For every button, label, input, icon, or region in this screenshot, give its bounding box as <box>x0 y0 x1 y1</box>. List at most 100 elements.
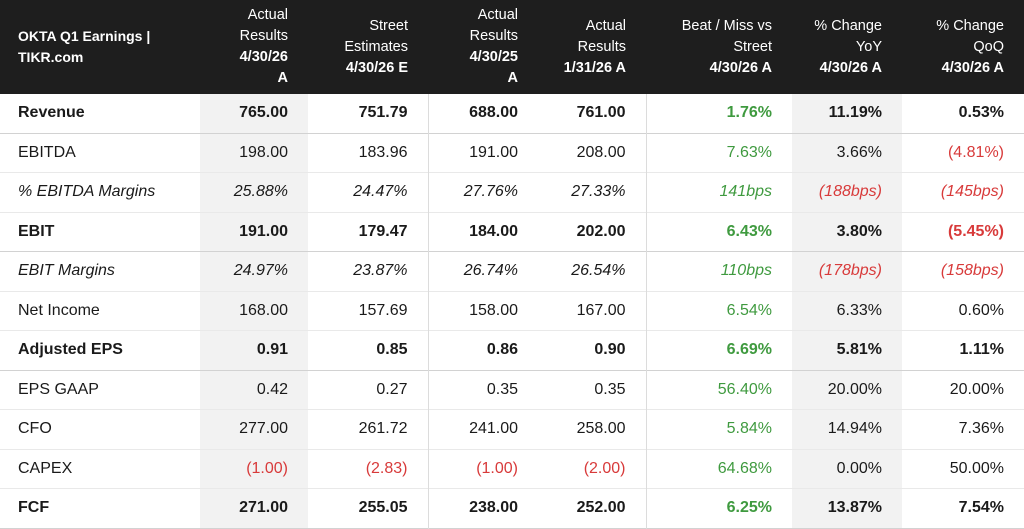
table-row: CAPEX (1.00) (2.83) (1.00) (2.00) 64.68%… <box>0 449 1024 489</box>
cell-value: 0.53% <box>958 104 1004 122</box>
header-row: OKTA Q1 Earnings | TIKR.com Actual Results… <box>0 0 1024 94</box>
cell-value: 252.00 <box>576 499 626 517</box>
cell-value: 3.66% <box>792 133 902 173</box>
cell-value: 751.79 <box>358 104 408 122</box>
cell-value: 20.00% <box>792 370 902 410</box>
col-header-actual-q1-26: Actual Results 4/30/26 A <box>239 7 288 86</box>
cell-value: 6.25% <box>645 488 792 528</box>
cell-value: (188bps) <box>792 172 902 212</box>
row-label: Adjusted EPS <box>18 341 123 359</box>
cell-value: (5.45%) <box>947 222 1004 240</box>
cell-value: 110bps <box>645 251 792 291</box>
table-row: EPS GAAP 0.42 0.27 0.35 0.35 56.40% 20.0… <box>0 370 1024 410</box>
cell-value: 7.63% <box>645 133 792 173</box>
cell-value: 26.54% <box>571 262 626 280</box>
table-row: CFO 277.00 261.72 241.00 258.00 5.84% 14… <box>0 409 1024 449</box>
cell-value: 50.00% <box>949 459 1004 477</box>
cell-value: 0.60% <box>958 301 1004 319</box>
cell-value: 6.54% <box>645 291 792 331</box>
cell-value: (1.00) <box>427 449 538 489</box>
cell-value: 0.42 <box>200 370 308 410</box>
cell-value: 6.43% <box>645 212 792 252</box>
table-row: FCF 271.00 255.05 238.00 252.00 6.25% 13… <box>0 488 1024 528</box>
row-label: EBITDA <box>18 143 76 161</box>
cell-value: 183.96 <box>358 143 408 161</box>
cell-value: 6.69% <box>645 330 792 370</box>
table-title: OKTA Q1 Earnings | TIKR.com <box>18 28 151 65</box>
cell-value: 5.81% <box>792 330 902 370</box>
cell-value: 0.85 <box>376 341 408 359</box>
cell-value: 11.19% <box>792 94 902 133</box>
cell-value: 191.00 <box>200 212 308 252</box>
cell-value: 20.00% <box>949 380 1004 398</box>
cell-value: 761.00 <box>576 104 626 122</box>
cell-value: 1.76% <box>645 94 792 133</box>
cell-value: 56.40% <box>645 370 792 410</box>
cell-value: 0.00% <box>792 449 902 489</box>
cell-value: 208.00 <box>576 143 626 161</box>
cell-value: 24.47% <box>353 183 408 201</box>
cell-value: (4.81%) <box>947 143 1004 161</box>
table-row: EBITDA 198.00 183.96 191.00 208.00 7.63%… <box>0 133 1024 173</box>
cell-value: 157.69 <box>358 301 408 319</box>
cell-value: 13.87% <box>792 488 902 528</box>
cell-value: 0.35 <box>594 380 626 398</box>
row-label: % EBITDA Margins <box>18 183 156 201</box>
cell-value: 255.05 <box>358 499 408 517</box>
table-row: % EBITDA Margins 25.88% 24.47% 27.76% 27… <box>0 172 1024 212</box>
cell-value: (2.00) <box>583 459 626 477</box>
cell-value: 238.00 <box>427 488 538 528</box>
row-label: CAPEX <box>18 459 73 477</box>
cell-value: 241.00 <box>427 409 538 449</box>
cell-value: 158.00 <box>427 291 538 331</box>
row-label: FCF <box>18 499 50 517</box>
cell-value: 141bps <box>645 172 792 212</box>
cell-value: 271.00 <box>200 488 308 528</box>
table-row: EBIT Margins 24.97% 23.87% 26.74% 26.54%… <box>0 251 1024 291</box>
cell-value: 27.76% <box>427 172 538 212</box>
col-header-beat-miss: Beat / Miss vs Street 4/30/26 A <box>681 17 772 76</box>
row-label: EPS GAAP <box>18 380 99 398</box>
cell-value: 0.35 <box>427 370 538 410</box>
row-label: EBIT Margins <box>18 262 115 280</box>
cell-value: 688.00 <box>427 94 538 133</box>
row-label: Revenue <box>18 104 85 122</box>
cell-value: 6.33% <box>792 291 902 331</box>
cell-value: 24.97% <box>200 251 308 291</box>
cell-value: 3.80% <box>792 212 902 252</box>
cell-value: 167.00 <box>576 301 626 319</box>
table-row: EBIT 191.00 179.47 184.00 202.00 6.43% 3… <box>0 212 1024 252</box>
row-label: CFO <box>18 420 52 438</box>
cell-value: 202.00 <box>576 222 626 240</box>
cell-value: 26.74% <box>427 251 538 291</box>
table-row: Adjusted EPS 0.91 0.85 0.86 0.90 6.69% 5… <box>0 330 1024 370</box>
cell-value: (158bps) <box>940 262 1004 280</box>
cell-value: 765.00 <box>200 94 308 133</box>
cell-value: 184.00 <box>427 212 538 252</box>
row-label: Net Income <box>18 301 100 319</box>
cell-value: 179.47 <box>358 222 408 240</box>
row-label: EBIT <box>18 222 55 240</box>
cell-value: 1.11% <box>959 341 1004 359</box>
cell-value: 23.87% <box>353 262 408 280</box>
cell-value: (2.83) <box>365 459 408 477</box>
cell-value: 64.68% <box>645 449 792 489</box>
cell-value: 0.90 <box>594 341 626 359</box>
cell-value: 0.86 <box>427 330 538 370</box>
col-header-change-qoq: % Change QoQ 4/30/26 A <box>936 17 1004 76</box>
table-row: Revenue 765.00 751.79 688.00 761.00 1.76… <box>0 94 1024 133</box>
cell-value: 261.72 <box>358 420 408 438</box>
col-header-change-yoy: % Change YoY 4/30/26 A <box>814 17 882 76</box>
table-row: Net Income 168.00 157.69 158.00 167.00 6… <box>0 291 1024 331</box>
cell-value: 0.91 <box>200 330 308 370</box>
cell-value: 0.27 <box>376 380 408 398</box>
cell-value: 191.00 <box>427 133 538 173</box>
cell-value: 7.36% <box>958 420 1004 438</box>
cell-value: 5.84% <box>645 409 792 449</box>
cell-value: 25.88% <box>200 172 308 212</box>
col-header-actual-q1-25: Actual Results 4/30/25 A <box>469 7 518 86</box>
cell-value: 7.54% <box>958 499 1004 517</box>
cell-value: 198.00 <box>200 133 308 173</box>
cell-value: (145bps) <box>940 183 1004 201</box>
